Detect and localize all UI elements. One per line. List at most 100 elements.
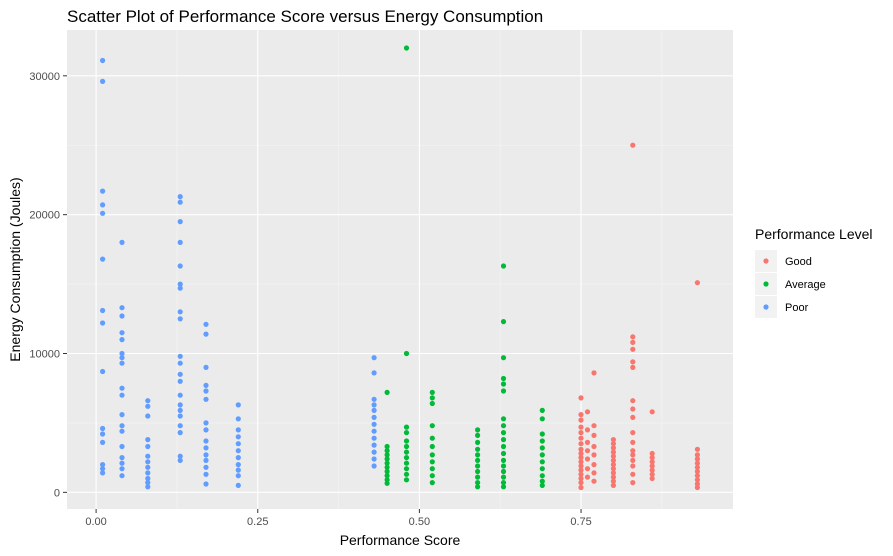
data-point (177, 316, 183, 322)
data-point (203, 452, 209, 458)
data-point (100, 462, 106, 468)
data-point (203, 471, 209, 477)
data-point (100, 425, 106, 432)
data-point (203, 427, 209, 433)
data-point (429, 400, 435, 407)
data-point (177, 423, 183, 429)
data-point (371, 449, 377, 455)
data-point (578, 395, 584, 401)
data-point (119, 350, 125, 357)
data-point (177, 239, 183, 245)
data-point (694, 473, 701, 479)
data-point (429, 435, 435, 441)
data-point (429, 389, 435, 395)
data-point (119, 385, 125, 391)
legend-marker (763, 281, 769, 287)
data-point (177, 371, 183, 377)
data-point (500, 457, 507, 463)
data-point (694, 452, 701, 458)
data-point (235, 441, 241, 447)
data-point (694, 446, 701, 452)
data-point (119, 423, 125, 429)
data-point (578, 484, 584, 491)
data-point (475, 468, 481, 475)
legend-label: Poor (785, 302, 809, 314)
data-point (100, 368, 106, 375)
y-tick-label: 20000 (29, 210, 60, 222)
data-point (384, 473, 390, 479)
legend-title: Performance Level (755, 226, 873, 242)
data-point (539, 478, 545, 484)
data-point (177, 392, 183, 398)
data-point (177, 430, 183, 436)
data-point (384, 443, 390, 450)
data-point (235, 455, 241, 461)
legend-marker (763, 304, 769, 310)
legend-label: Good (785, 256, 812, 268)
data-point (371, 421, 377, 427)
data-point (610, 457, 617, 463)
data-point (539, 416, 545, 422)
data-point (371, 435, 377, 441)
data-point (177, 199, 183, 205)
data-point (475, 484, 481, 490)
data-point (119, 443, 125, 450)
data-point (177, 309, 183, 315)
data-point (500, 468, 507, 475)
data-point (500, 423, 507, 429)
data-point (610, 437, 617, 443)
data-point (591, 452, 597, 458)
data-point (539, 431, 545, 437)
data-point (145, 453, 151, 459)
data-point (630, 448, 636, 454)
data-point (235, 402, 241, 408)
data-point (500, 474, 507, 480)
data-point (177, 453, 183, 459)
data-point (403, 449, 410, 455)
x-tick-label: 0.00 (85, 516, 106, 528)
data-point (578, 463, 584, 469)
data-point (371, 402, 377, 408)
data-point (475, 480, 481, 486)
data-point (630, 471, 636, 477)
data-point (500, 480, 507, 486)
data-point (584, 456, 591, 462)
data-point (384, 456, 390, 462)
data-point (475, 432, 481, 438)
data-point (500, 388, 507, 394)
data-point (119, 360, 125, 366)
data-point (177, 407, 183, 413)
data-point (578, 446, 584, 452)
data-point (177, 402, 183, 408)
data-point (203, 364, 209, 370)
data-point (403, 466, 410, 472)
data-point (177, 219, 183, 225)
data-point (649, 475, 655, 482)
legend-marker (763, 258, 769, 264)
data-point (177, 285, 183, 291)
data-point (649, 463, 655, 469)
data-point (630, 339, 636, 345)
data-point (630, 414, 636, 420)
data-point (403, 350, 410, 357)
data-point (403, 438, 410, 444)
data-point (610, 478, 617, 484)
data-point (100, 439, 106, 445)
data-point (203, 445, 209, 451)
data-point (100, 466, 106, 472)
legend-label: Average (785, 279, 826, 291)
x-tick-label: 0.25 (247, 516, 268, 528)
x-tick-label: 0.75 (570, 516, 591, 528)
y-tick-label: 0 (54, 487, 60, 499)
data-point (578, 459, 584, 465)
data-point (203, 388, 209, 394)
data-point (630, 452, 636, 458)
data-point (235, 482, 241, 488)
data-point (119, 239, 125, 245)
data-point (203, 481, 209, 487)
data-point (100, 57, 106, 64)
data-point (119, 460, 125, 466)
data-point (630, 364, 636, 370)
data-point (475, 474, 481, 480)
